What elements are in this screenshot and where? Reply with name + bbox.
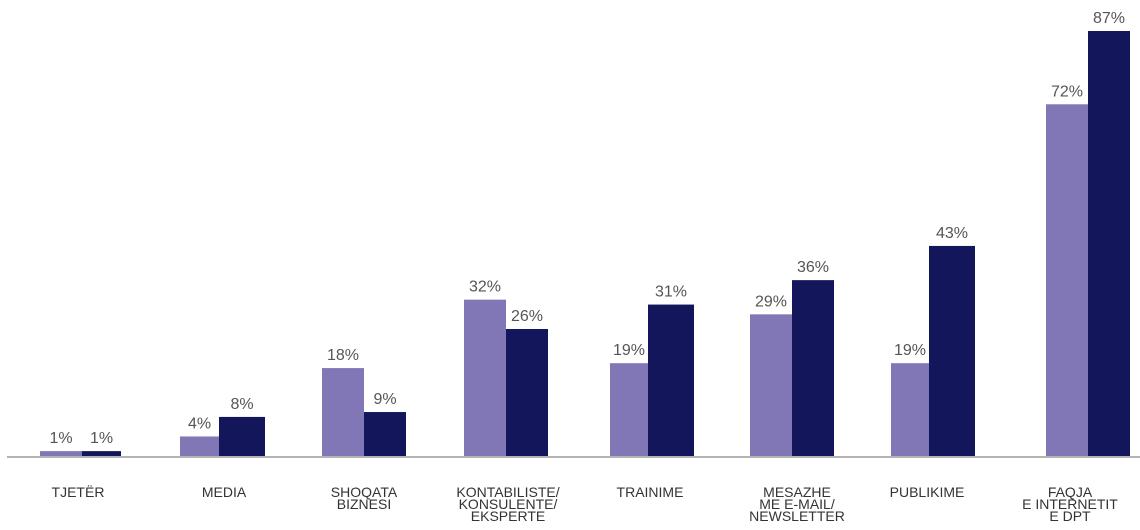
- value-label-series-1-category-6: 29%: [755, 293, 787, 310]
- category-label-6-line-3: NEWSLETTER: [749, 508, 845, 524]
- value-label-series-2-category-7: 43%: [936, 225, 968, 242]
- category-label-7: PUBLIKIME: [890, 484, 965, 500]
- value-label-series-2-category-3: 9%: [373, 391, 396, 408]
- category-label-4-line-1: KONTABILISTE/: [456, 484, 559, 500]
- category-label-3-line-1: SHOQATA: [331, 484, 398, 500]
- bar-series-2-category-8: [1088, 31, 1130, 456]
- category-label-6-line-2: ME E-MAIL/: [759, 496, 835, 512]
- bar-series-2-category-3: [364, 412, 406, 456]
- value-label-series-1-category-5: 19%: [613, 342, 645, 359]
- category-label-2: MEDIA: [202, 484, 247, 500]
- bar-series-1-category-3: [322, 368, 364, 456]
- bar-series-1-category-6: [750, 314, 792, 456]
- bar-series-2-category-6: [792, 280, 834, 456]
- value-label-series-2-category-4: 26%: [511, 308, 543, 325]
- value-label-series-2-category-1: 1%: [90, 430, 113, 447]
- category-label-6: MESAZHE ME E-MAIL/NEWSLETTER: [749, 484, 845, 524]
- value-label-series-2-category-8: 87%: [1093, 10, 1125, 27]
- bar-series-2-category-2: [219, 416, 265, 456]
- bar-series-2-category-4: [506, 328, 548, 456]
- bar-series-2-category-1: [82, 451, 121, 456]
- bar-series-1-category-1: [40, 451, 82, 456]
- category-label-5: TRAINIME: [617, 484, 684, 500]
- value-label-series-1-category-2: 4%: [188, 415, 211, 432]
- value-label-series-2-category-2: 8%: [230, 396, 253, 413]
- category-label-6-line-1: MESAZHE: [763, 484, 831, 500]
- category-label-8-line-2: E INTERNETIT: [1022, 496, 1118, 512]
- value-label-series-1-category-8: 72%: [1051, 83, 1083, 100]
- category-label-5-line-1: TRAINIME: [617, 484, 684, 500]
- value-label-series-1-category-1: 1%: [49, 430, 72, 447]
- category-label-1: TJETËR: [52, 484, 105, 500]
- category-label-4: KONTABILISTE/KONSULENTE/EKSPERTE: [456, 484, 559, 524]
- bar-series-2-category-7: [929, 245, 975, 456]
- bar-series-2-category-5: [648, 304, 694, 456]
- category-label-8-line-3: E DPT: [1049, 508, 1091, 524]
- bar-series-1-category-2: [180, 436, 219, 456]
- value-label-series-2-category-5: 31%: [655, 284, 687, 301]
- category-label-4-line-3: EKSPERTE: [471, 508, 545, 524]
- category-label-8-line-1: FAQJA: [1048, 484, 1093, 500]
- bar-series-1-category-8: [1046, 104, 1088, 456]
- category-label-3: SHOQATA BIZNESI: [331, 484, 398, 512]
- category-labels-layer: TJETËR MEDIA SHOQATA BIZNESI KONTABILISTE/KO…: [52, 484, 1119, 524]
- bar-series-1-category-7: [891, 363, 929, 456]
- category-label-3-line-2: BIZNESI: [337, 496, 391, 512]
- bar-series-1-category-4: [464, 299, 506, 456]
- category-label-1-line-1: TJETËR: [52, 484, 105, 500]
- category-label-7-line-1: PUBLIKIME: [890, 484, 965, 500]
- value-label-series-1-category-7: 19%: [894, 342, 926, 359]
- value-labels-layer: 1% 1% 4% 8% 18% 9% 32% 26% 19% 31% 29% 36% 19% 43% 72%…: [49, 10, 1125, 447]
- value-label-series-2-category-6: 36%: [797, 259, 829, 276]
- bar-series-1-category-5: [610, 363, 648, 456]
- value-label-series-1-category-3: 18%: [327, 347, 359, 364]
- value-label-series-1-category-4: 32%: [469, 279, 501, 296]
- category-label-2-line-1: MEDIA: [202, 484, 247, 500]
- bars-layer: [40, 31, 1130, 456]
- category-label-4-line-2: KONSULENTE/: [459, 496, 558, 512]
- category-label-8: FAQJA E INTERNETIT E DPT: [1022, 484, 1118, 524]
